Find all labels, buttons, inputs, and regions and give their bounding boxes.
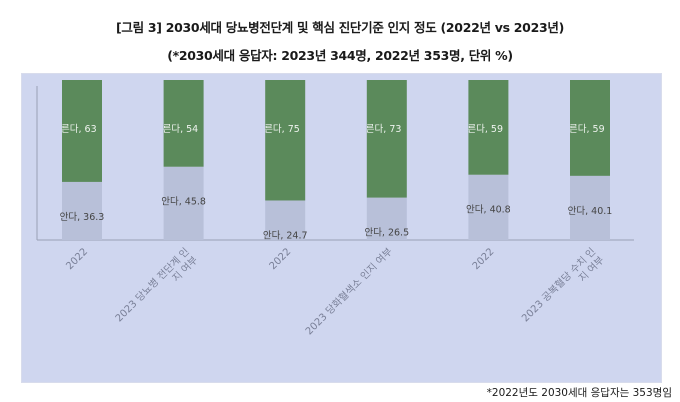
bar-unknown-0: [62, 80, 102, 182]
data-label-unknown-0: 른다, 63: [61, 124, 97, 135]
bar-known-5: [570, 175, 610, 240]
data-label-known-3: 안다, 26.5: [364, 228, 409, 239]
bar-known-0: [62, 181, 102, 240]
bar-known-4: [468, 174, 509, 240]
data-label-unknown-4: 른다, 59: [467, 124, 503, 135]
data-label-unknown-1: 른다, 54: [163, 124, 199, 135]
category-label-2: 2022: [268, 246, 294, 272]
data-label-known-0: 안다, 36.3: [60, 212, 105, 223]
data-label-known-4: 안다, 40.8: [466, 205, 511, 216]
bar-known-1: [163, 166, 204, 240]
data-label-unknown-5: 른다, 59: [569, 124, 605, 135]
data-label-unknown-3: 른다, 73: [366, 124, 402, 135]
bar-unknown-4: [468, 80, 509, 175]
bar-unknown-5: [570, 80, 610, 176]
data-label-known-5: 안다, 40.1: [568, 206, 613, 217]
bar-known-3: [366, 197, 407, 240]
stacked-bar-chart: 안다, 36.3 른다, 63 2022 안다, 45.8 른다, 54 2023 당뇨병…: [36, 80, 634, 337]
data-label-known-2: 안다, 24.7: [263, 230, 308, 241]
category-label-5: 2023 공복혈당 수치 인지 여부: [519, 245, 607, 333]
data-label-known-1: 안다, 45.8: [161, 197, 206, 208]
footnote: *2022년도 2030세대 응답자는 353명임: [486, 387, 672, 399]
bar-known-2: [265, 200, 306, 240]
category-label-4: 2022: [471, 246, 497, 272]
bar-unknown-2: [265, 80, 306, 201]
bar-unknown-1: [163, 80, 204, 167]
category-label-1: 2023 당뇨병 전단계 인지 여부: [113, 246, 200, 333]
chart-title: [그림 3] 2030세대 당뇨병전단계 및 핵심 진단기준 인지 정도 (20…: [116, 20, 564, 35]
category-label-3: 2023 당화혈색소 인지 여부: [302, 245, 394, 337]
chart-area: 안다, 36.3 른다, 63 2022 안다, 45.8 른다, 54 2023 당뇨병…: [21, 73, 662, 383]
bar-unknown-3: [366, 80, 407, 198]
chart-subtitle: (*2030세대 응답자: 2023년 344명, 2022년 353명, 단위…: [167, 48, 513, 63]
category-label-0: 2022: [64, 246, 90, 272]
data-label-unknown-2: 른다, 75: [264, 124, 300, 135]
